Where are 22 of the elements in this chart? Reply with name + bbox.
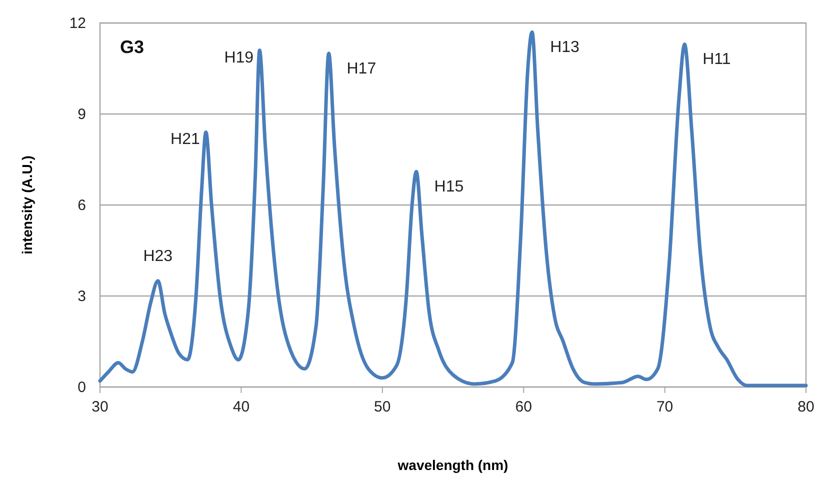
y-tick-label: 3: [78, 288, 86, 305]
annotation: H23: [143, 248, 173, 265]
line-series: [98, 30, 808, 388]
x-axis-title: wavelength (nm): [396, 457, 508, 473]
y-tick-label: 0: [78, 378, 86, 396]
annotation: H11: [702, 51, 731, 68]
x-tick-label: 40: [232, 398, 250, 416]
annotation: G3: [120, 37, 144, 57]
annotation: H13: [550, 39, 580, 56]
annotation: H21: [170, 131, 200, 148]
x-tick-label: 80: [798, 398, 814, 416]
y-tick-label: 9: [78, 106, 86, 123]
y-tick-label: 6: [78, 196, 86, 214]
y-tick-label: 12: [69, 14, 86, 32]
x-tick-label: 50: [374, 398, 391, 416]
annotation: H19: [224, 49, 254, 66]
x-tick-label: 70: [656, 398, 674, 416]
annotation: H15: [434, 178, 464, 196]
annotation: H17: [346, 60, 376, 78]
x-tick-label: 60: [515, 398, 532, 416]
y-axis-title: intensity (A.U.): [19, 156, 35, 254]
x-tick-label: 30: [92, 398, 108, 416]
